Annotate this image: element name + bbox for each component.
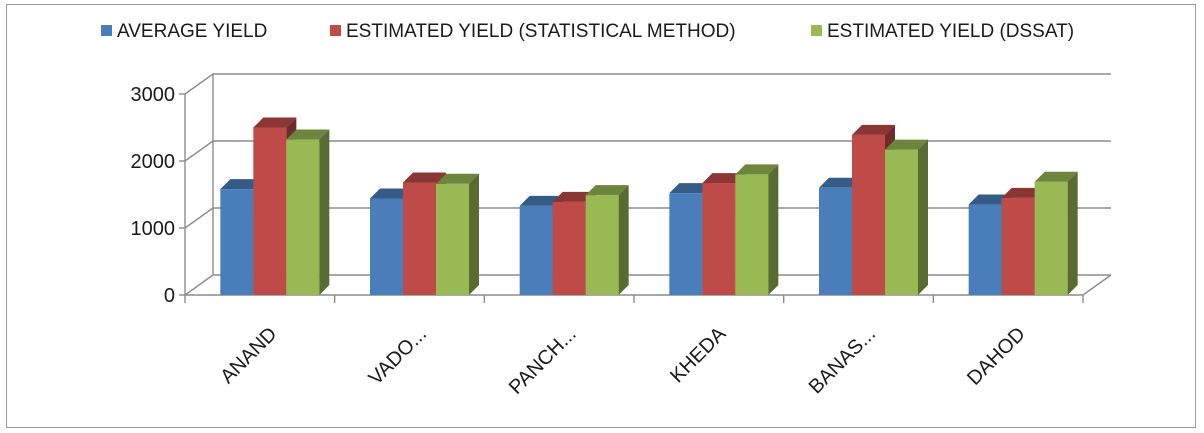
x-tick-label: DAHOD — [963, 323, 1030, 390]
gridlines — [184, 73, 1111, 296]
x-tick-label: PANCH... — [505, 323, 581, 399]
legend: AVERAGE YIELD ESTIMATED YIELD (STATISTICA… — [101, 21, 1074, 42]
legend-entry: ESTIMATED YIELD (STATISTICAL METHOD) — [330, 21, 736, 42]
bar-chart: 0 1000 2000 3000 ANAND VADO... PANCH... KHEDA B… — [101, 21, 1112, 399]
bar — [436, 173, 479, 295]
bar — [585, 185, 629, 295]
legend-label: ESTIMATED YIELD (STATISTICAL METHOD) — [346, 21, 736, 42]
legend-swatch — [330, 25, 341, 36]
bar — [735, 164, 779, 295]
y-tick-label: 2000 — [131, 151, 176, 173]
x-tick-label: VADO... — [365, 323, 431, 389]
bars — [220, 117, 1078, 296]
chart-frame: 0 1000 2000 3000 ANAND VADO... PANCH... KHEDA B… — [6, 4, 1196, 428]
bar — [885, 139, 928, 295]
x-tick-labels: ANAND VADO... PANCH... KHEDA BANAS... DAHOD — [216, 323, 1029, 399]
y-tick-labels: 0 1000 2000 3000 — [131, 84, 176, 307]
legend-entry: ESTIMATED YIELD (DSSAT) — [811, 21, 1074, 42]
axes — [179, 93, 1112, 303]
legend-swatch — [101, 25, 112, 36]
x-tick-label: KHEDA — [666, 323, 731, 388]
bar — [1034, 171, 1078, 295]
y-tick-label: 3000 — [131, 84, 176, 106]
legend-label: ESTIMATED YIELD (DSSAT) — [827, 21, 1074, 42]
legend-label: AVERAGE YIELD — [117, 21, 267, 42]
legend-swatch — [811, 25, 822, 36]
bar — [286, 129, 330, 295]
x-tick-label: ANAND — [216, 323, 281, 388]
gridline — [184, 73, 1111, 95]
x-tick-label: BANAS... — [805, 323, 880, 398]
legend-entry: AVERAGE YIELD — [101, 21, 267, 42]
y-tick-label: 0 — [164, 285, 175, 307]
y-tick-label: 1000 — [131, 218, 176, 240]
